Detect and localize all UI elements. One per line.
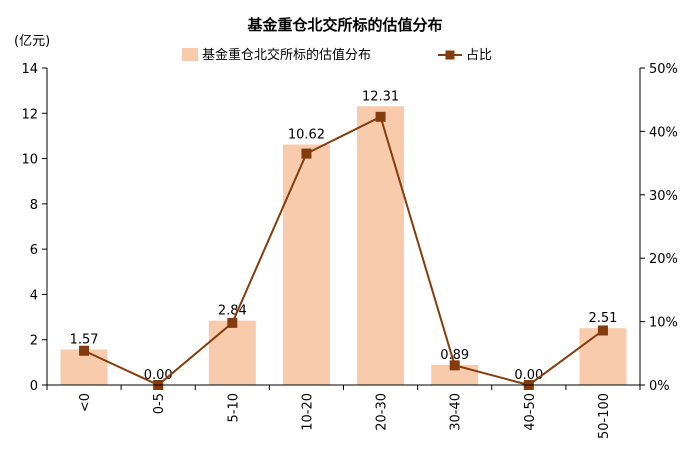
x-tick-label-4: 20-30: [375, 393, 390, 431]
line-point-4: [375, 111, 386, 122]
legend-bar-swatch: [182, 48, 198, 61]
y-tick-label-1: 2: [30, 334, 38, 349]
legend-bar-label: 基金重仓北交所标的估值分布: [202, 47, 371, 63]
bar-data-label-7: 2.51: [588, 311, 617, 326]
y-tick-label-6: 12: [21, 107, 38, 122]
y2-tick-label-4: 40%: [649, 125, 678, 140]
y-tick-label-4: 8: [30, 198, 38, 213]
bar-data-label-0: 1.57: [70, 332, 99, 347]
x-tick-label-1: 0-5: [152, 393, 167, 414]
bar-4: [357, 106, 405, 386]
bar-data-label-5: 0.89: [440, 348, 469, 363]
y-tick-label-7: 14: [21, 62, 38, 77]
bar-5: [431, 364, 479, 385]
x-tick-label-6: 40-50: [523, 393, 538, 431]
x-tick-label-5: 30-40: [449, 393, 464, 431]
line-series: [79, 111, 608, 390]
line-path: [83, 115, 604, 387]
line-point-5: [449, 360, 460, 371]
axes: 0 2 4 6 8 10 12 14 0% 10% 20% 30% 40% 50% <0 0-5 5-10 10-…: [21, 62, 677, 439]
legend-line-label: 占比: [466, 48, 492, 63]
bar-data-label-4: 12.31: [362, 89, 399, 104]
y-tick-label-2: 4: [30, 288, 38, 303]
x-tick-label-2: 5-10: [226, 393, 241, 423]
y-axis-label: (亿元): [14, 34, 50, 49]
y2-tick-label-0: 0%: [649, 379, 670, 394]
bar-2: [208, 320, 256, 385]
bar-series: [60, 106, 627, 386]
chart-title: 基金重仓北交所标的估值分布: [246, 16, 442, 34]
line-point-2: [227, 317, 238, 328]
line-point-3: [301, 148, 312, 159]
y-tick-label-3: 6: [30, 243, 38, 258]
y2-tick-label-5: 50%: [649, 62, 678, 77]
line-point-0: [79, 345, 90, 356]
x-tick-label-7: 50-100: [597, 393, 612, 439]
y-tick-label-5: 10: [21, 153, 38, 168]
x-tick-label-3: 10-20: [300, 393, 315, 431]
bar-data-label-3: 10.62: [288, 128, 325, 143]
legend: 基金重仓北交所标的估值分布 占比: [182, 47, 492, 63]
y2-tick-label-1: 10%: [649, 316, 678, 331]
bar-3: [282, 144, 330, 385]
legend-line-marker: [445, 50, 455, 60]
y-tick-label-0: 0: [30, 379, 38, 394]
bar-data-label-2: 2.84: [218, 304, 247, 319]
line-point-7: [597, 325, 608, 336]
bar-7: [579, 328, 627, 385]
x-tick-label-0: <0: [78, 393, 93, 412]
y2-tick-label-2: 20%: [649, 252, 678, 267]
y2-tick-label-3: 30%: [649, 189, 678, 204]
